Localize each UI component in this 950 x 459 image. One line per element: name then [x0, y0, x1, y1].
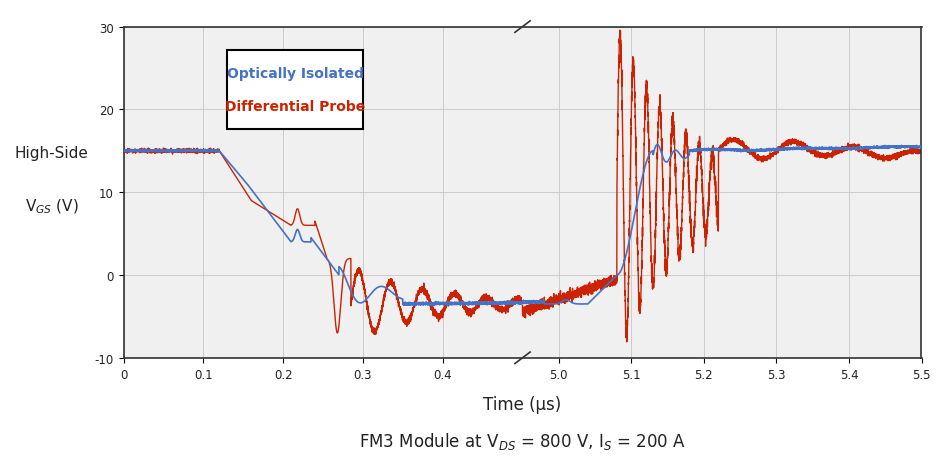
Text: Differential Probe: Differential Probe	[225, 99, 365, 113]
Text: Time (μs): Time (μs)	[484, 395, 561, 413]
FancyBboxPatch shape	[227, 50, 363, 130]
Text: High-Side: High-Side	[15, 146, 88, 161]
Text: FM3 Module at V$_{DS}$ = 800 V, I$_{S}$ = 200 A: FM3 Module at V$_{DS}$ = 800 V, I$_{S}$ …	[359, 430, 686, 451]
Text: V$_{GS}$ (V): V$_{GS}$ (V)	[25, 197, 79, 215]
Text: Optically Isolated: Optically Isolated	[226, 67, 364, 81]
